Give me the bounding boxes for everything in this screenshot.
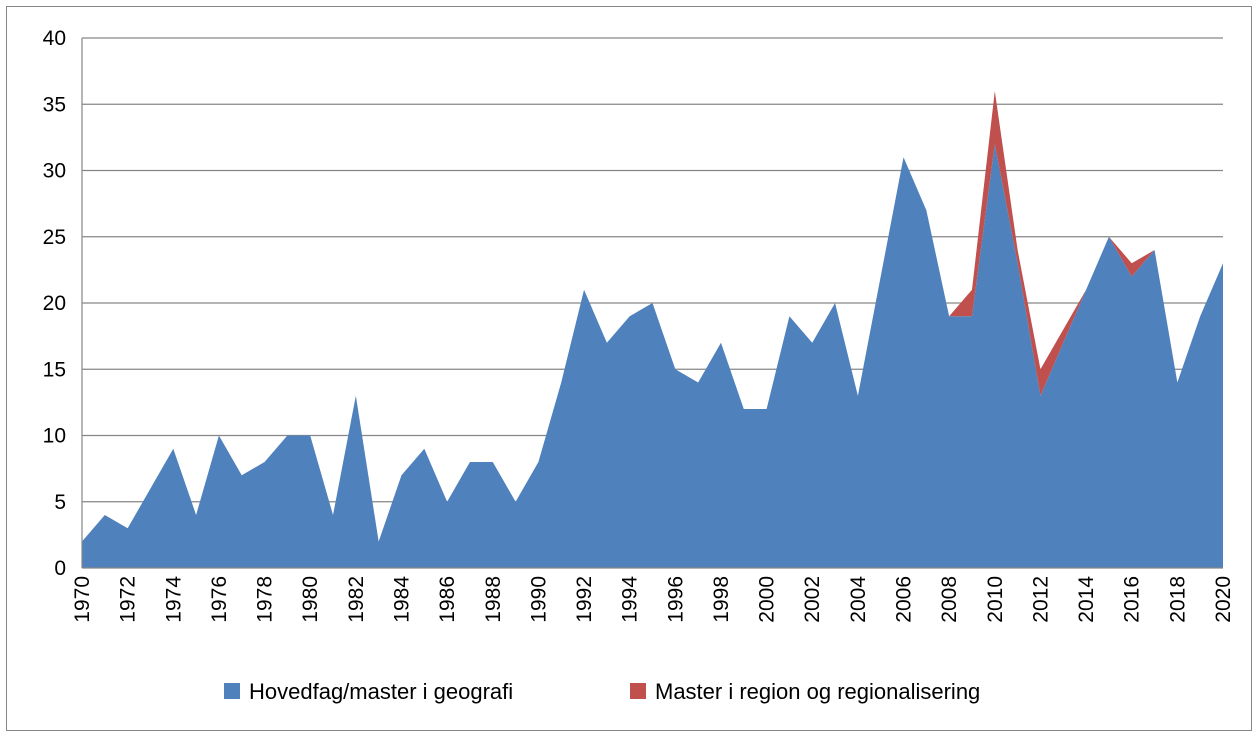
x-tick-label: 2020 xyxy=(1212,576,1235,623)
x-tick-label: 1986 xyxy=(436,576,459,623)
chart-frame: 0 5 10 15 20 25 30 35 40 1970 1972 1974 1976 1978 198… xyxy=(6,6,1252,731)
x-tick-label: 1982 xyxy=(345,576,368,623)
series-areas xyxy=(82,91,1223,568)
x-tick-label: 1974 xyxy=(162,576,185,623)
x-tick-label: 2010 xyxy=(984,576,1007,623)
x-tick-label: 1984 xyxy=(390,576,413,623)
y-tick-label: 25 xyxy=(43,226,66,249)
x-tick-label: 2000 xyxy=(756,576,779,623)
x-tick-label: 2002 xyxy=(801,576,824,623)
x-tick-label: 1976 xyxy=(208,576,231,623)
x-tick-label: 1994 xyxy=(619,576,642,623)
series-area-1 xyxy=(82,144,1223,568)
y-tick-label: 5 xyxy=(54,491,66,514)
x-tick-label: 2016 xyxy=(1121,576,1144,623)
x-tick-label: 1988 xyxy=(482,576,505,623)
y-tick-label: 0 xyxy=(54,557,66,580)
x-tick-label: 1980 xyxy=(299,576,322,623)
y-axis-tick-labels: 0 5 10 15 20 25 30 35 40 xyxy=(43,27,66,580)
legend-label: Hovedfag/master i geografi xyxy=(249,679,513,704)
x-tick-label: 1972 xyxy=(117,576,140,623)
x-axis-tick-labels: 1970 1972 1974 1976 1978 1980 1982 1984 1986 1988… xyxy=(71,576,1235,623)
y-tick-label: 10 xyxy=(43,425,66,448)
legend-item: Master i region og regionalisering xyxy=(630,679,980,704)
x-tick-label: 1990 xyxy=(527,576,550,623)
x-tick-label: 2014 xyxy=(1075,576,1098,623)
x-tick-label: 1970 xyxy=(71,576,94,623)
x-tick-label: 2018 xyxy=(1166,576,1189,623)
x-tick-label: 2008 xyxy=(938,576,961,623)
x-tick-label: 1978 xyxy=(254,576,277,623)
legend-label: Master i region og regionalisering xyxy=(655,679,980,704)
x-tick-label: 1996 xyxy=(664,576,687,623)
x-tick-label: 1998 xyxy=(710,576,733,623)
area-chart: 0 5 10 15 20 25 30 35 40 1970 1972 1974 1976 1978 198… xyxy=(43,27,1235,704)
legend-swatch xyxy=(224,683,240,699)
y-tick-label: 30 xyxy=(43,160,66,183)
x-tick-label: 2006 xyxy=(893,576,916,623)
x-tick-label: 2012 xyxy=(1029,576,1052,623)
axes xyxy=(81,38,1223,569)
y-tick-label: 15 xyxy=(43,358,66,381)
legend-item: Hovedfag/master i geografi xyxy=(224,679,513,704)
x-tick-label: 2004 xyxy=(847,576,870,623)
legend: Hovedfag/master i geografi Master i regio… xyxy=(224,679,980,704)
y-tick-label: 20 xyxy=(43,292,66,315)
y-tick-label: 35 xyxy=(43,93,66,116)
legend-swatch xyxy=(630,683,646,699)
x-tick-label: 1992 xyxy=(573,576,596,623)
y-tick-label: 40 xyxy=(43,27,66,50)
